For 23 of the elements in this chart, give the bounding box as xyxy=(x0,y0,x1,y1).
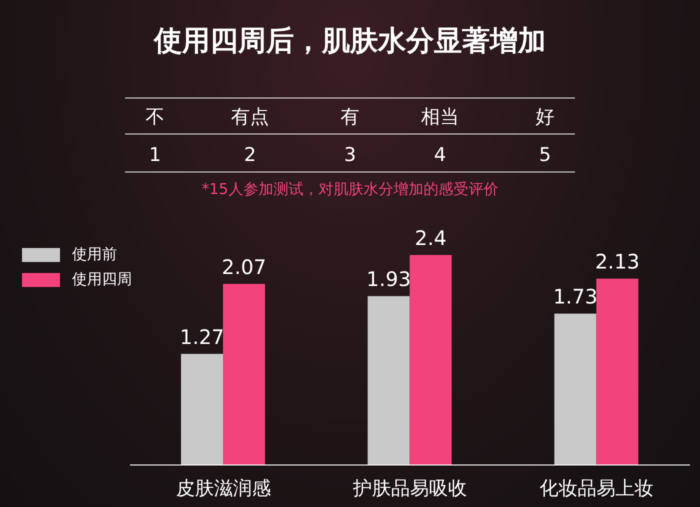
legend-label: 使用四周 xyxy=(72,270,132,289)
text: 4 xyxy=(434,144,446,166)
text: 有 xyxy=(340,106,360,128)
text: 有点 xyxy=(231,106,269,128)
data-label: 1.73 xyxy=(553,284,598,309)
x-tick-label: 皮肤滋润感 xyxy=(176,477,271,500)
x-tick-label: 化妆品易上妆 xyxy=(540,477,654,500)
data-label: 1.27 xyxy=(180,324,224,349)
text: 相当 xyxy=(421,106,459,128)
text: 2 xyxy=(244,144,256,166)
data-label: 2.4 xyxy=(414,226,447,250)
chart-title: 使用四周后，肌肤水分显著增加 xyxy=(152,23,547,59)
data-label: 2.13 xyxy=(595,250,640,274)
text: 5 xyxy=(538,144,552,166)
text: 好 xyxy=(536,106,554,128)
text: 3 xyxy=(344,144,356,166)
data-label: 2.07 xyxy=(222,254,266,279)
text: 1 xyxy=(148,144,162,166)
data-label: 1.93 xyxy=(366,267,411,292)
text: 不 xyxy=(146,106,164,128)
text: *15人参加测试，对肌肤水分增加的感受评价 xyxy=(202,180,498,198)
legend-label: 使用前 xyxy=(72,245,117,264)
x-tick-label: 护肤品易吸收 xyxy=(352,477,467,500)
